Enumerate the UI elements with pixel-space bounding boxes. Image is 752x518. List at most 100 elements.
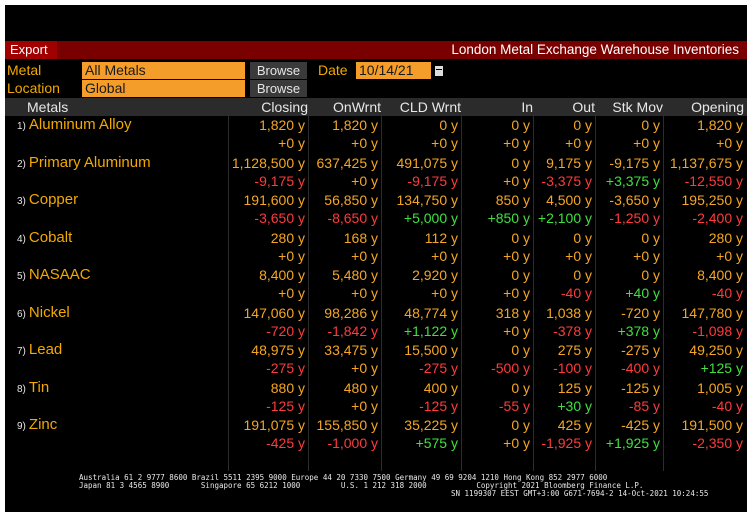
metal-name-text: NASAAC bbox=[28, 266, 91, 283]
cell-closing: 8,400 y bbox=[259, 267, 305, 283]
cell-out-change: -100 y bbox=[553, 360, 592, 376]
table-row[interactable]: 3) Copper 191,600 y 56,850 y 134,750 y 850 y 4… bbox=[5, 191, 747, 209]
cell-onwrnt: 5,480 y bbox=[332, 267, 378, 283]
cell-opening-change: -2,400 y bbox=[692, 210, 743, 226]
column-divider bbox=[595, 98, 596, 471]
table-row[interactable]: 9) Zinc 191,075 y 155,850 y 35,225 y 0 y 425 y… bbox=[5, 416, 747, 434]
metal-name[interactable]: 3) Copper bbox=[17, 191, 78, 211]
column-header-metals[interactable]: Metals bbox=[27, 99, 69, 115]
export-button[interactable]: Export bbox=[5, 41, 57, 59]
cell-cld-wrnt-change: -275 y bbox=[419, 360, 458, 376]
date-field[interactable]: 10/14/21 bbox=[356, 62, 431, 79]
metal-name[interactable]: 8) Tin bbox=[17, 379, 49, 399]
metal-browse-button[interactable]: Browse bbox=[250, 62, 307, 79]
cell-opening: 1,137,675 y bbox=[669, 155, 743, 171]
cell-cld-wrnt: 0 y bbox=[439, 117, 458, 133]
cell-cld-wrnt: 134,750 y bbox=[396, 192, 459, 208]
cell-onwrnt-change: +0 y bbox=[351, 248, 378, 264]
column-header-stk-mov[interactable]: Stk Mov bbox=[612, 99, 663, 115]
cell-stk-mov: -275 y bbox=[621, 342, 660, 358]
cell-stk-mov: -720 y bbox=[621, 305, 660, 321]
metal-name[interactable]: 1) Aluminum Alloy bbox=[17, 116, 131, 136]
cell-opening-change: +0 y bbox=[716, 135, 743, 151]
table-row[interactable]: 2) Primary Aluminum 1,128,500 y 637,425 y 49… bbox=[5, 154, 747, 172]
footer-line: Australia 61 2 9777 8600 Brazil 5511 239… bbox=[79, 473, 608, 482]
cell-cld-wrnt: 15,500 y bbox=[404, 342, 458, 358]
calendar-icon[interactable] bbox=[435, 66, 443, 76]
column-divider bbox=[308, 98, 309, 471]
metal-name[interactable]: 9) Zinc bbox=[17, 416, 57, 436]
cell-cld-wrnt-change: +0 y bbox=[431, 248, 458, 264]
column-header-in[interactable]: In bbox=[521, 99, 533, 115]
cell-closing-change: +0 y bbox=[278, 248, 305, 264]
cell-opening: 1,005 y bbox=[697, 380, 743, 396]
cell-opening-change: -2,350 y bbox=[692, 435, 743, 451]
cell-closing-change: -720 y bbox=[266, 323, 305, 339]
cell-in-change: +0 y bbox=[503, 135, 530, 151]
cell-cld-wrnt: 112 y bbox=[424, 230, 458, 246]
cell-opening: 1,820 y bbox=[697, 117, 743, 133]
cell-cld-wrnt-change: +1,122 y bbox=[403, 323, 458, 339]
date-label: Date bbox=[318, 62, 348, 78]
location-browse-button[interactable]: Browse bbox=[250, 80, 307, 97]
cell-stk-mov-change: +0 y bbox=[633, 248, 660, 264]
metal-name-text: Zinc bbox=[28, 416, 58, 433]
metal-name[interactable]: 2) Primary Aluminum bbox=[17, 154, 151, 174]
cell-opening: 49,250 y bbox=[689, 342, 743, 358]
cell-in: 0 y bbox=[511, 230, 530, 246]
table-row-change: -3,650 y -8,650 y +5,000 y +850 y +2,100 y -1… bbox=[5, 209, 747, 227]
cell-opening-change: -12,550 y bbox=[684, 173, 743, 189]
cell-out: 0 y bbox=[573, 267, 592, 283]
cell-opening-change: -40 y bbox=[711, 398, 743, 414]
row-number: 4) bbox=[17, 234, 26, 245]
metal-field[interactable]: All Metals bbox=[82, 62, 245, 79]
cell-out-change: -3,375 y bbox=[541, 173, 592, 189]
table-row[interactable]: 8) Tin 880 y 480 y 400 y 0 y 125 y -125 y 1,005 … bbox=[5, 379, 747, 397]
footer-line: Japan 81 3 4565 8900 Singapore 65 6212 1… bbox=[79, 481, 644, 490]
cell-opening-change: +125 y bbox=[700, 360, 743, 376]
cell-stk-mov-change: +1,925 y bbox=[605, 435, 660, 451]
cell-in-change: +0 y bbox=[503, 173, 530, 189]
metal-label: Metal bbox=[7, 62, 42, 78]
cell-out-change: +2,100 y bbox=[537, 210, 592, 226]
location-field[interactable]: Global bbox=[82, 80, 245, 97]
cell-stk-mov: 0 y bbox=[641, 230, 660, 246]
table-row[interactable]: 7) Lead 48,975 y 33,475 y 15,500 y 0 y 275 y -2… bbox=[5, 341, 747, 359]
metal-name[interactable]: 6) Nickel bbox=[17, 304, 70, 324]
table-row[interactable]: 4) Cobalt 280 y 168 y 112 y 0 y 0 y 0 y 280 y bbox=[5, 229, 747, 247]
table-row-change: -275 y +0 y -275 y -500 y -100 y -400 y +125 y bbox=[5, 359, 747, 377]
table-row[interactable]: 6) Nickel 147,060 y 98,286 y 48,774 y 318 y 1,… bbox=[5, 304, 747, 322]
metal-name[interactable]: 4) Cobalt bbox=[17, 229, 72, 249]
cell-onwrnt-change: +0 y bbox=[351, 135, 378, 151]
cell-out: 4,500 y bbox=[546, 192, 592, 208]
cell-in: 0 y bbox=[511, 380, 530, 396]
cell-opening: 280 y bbox=[708, 230, 743, 246]
column-header-out[interactable]: Out bbox=[572, 99, 595, 115]
column-header-cld-wrnt[interactable]: CLD Wrnt bbox=[399, 99, 461, 115]
cell-cld-wrnt-change: +575 y bbox=[415, 435, 458, 451]
metal-name[interactable]: 5) NASAAC bbox=[17, 266, 91, 286]
cell-in-change: -55 y bbox=[498, 398, 530, 414]
table-row[interactable]: 1) Aluminum Alloy 1,820 y 1,820 y 0 y 0 y 0 y 0… bbox=[5, 116, 747, 134]
cell-opening: 147,780 y bbox=[681, 305, 744, 321]
metal-name[interactable]: 7) Lead bbox=[17, 341, 62, 361]
cell-closing-change: -125 y bbox=[266, 398, 305, 414]
cell-onwrnt: 56,850 y bbox=[324, 192, 378, 208]
cell-in-change: +0 y bbox=[503, 435, 530, 451]
column-header-opening[interactable]: Opening bbox=[691, 99, 744, 115]
column-header-closing[interactable]: Closing bbox=[261, 99, 308, 115]
cell-in: 318 y bbox=[495, 305, 530, 321]
table-row[interactable]: 5) NASAAC 8,400 y 5,480 y 2,920 y 0 y 0 y 0 y 8,… bbox=[5, 266, 747, 284]
cell-closing: 48,975 y bbox=[251, 342, 305, 358]
metal-name-text: Aluminum Alloy bbox=[28, 116, 132, 133]
cell-onwrnt: 168 y bbox=[343, 230, 378, 246]
cell-stk-mov-change: -1,250 y bbox=[609, 210, 660, 226]
cell-closing: 191,075 y bbox=[243, 417, 306, 433]
cell-cld-wrnt-change: -9,175 y bbox=[407, 173, 458, 189]
cell-onwrnt-change: +0 y bbox=[351, 398, 378, 414]
cell-onwrnt: 637,425 y bbox=[316, 155, 379, 171]
cell-closing-change: -275 y bbox=[266, 360, 305, 376]
cell-out-change: -378 y bbox=[553, 323, 592, 339]
row-number: 1) bbox=[17, 121, 26, 132]
column-header-onwrnt[interactable]: OnWrnt bbox=[333, 99, 381, 115]
